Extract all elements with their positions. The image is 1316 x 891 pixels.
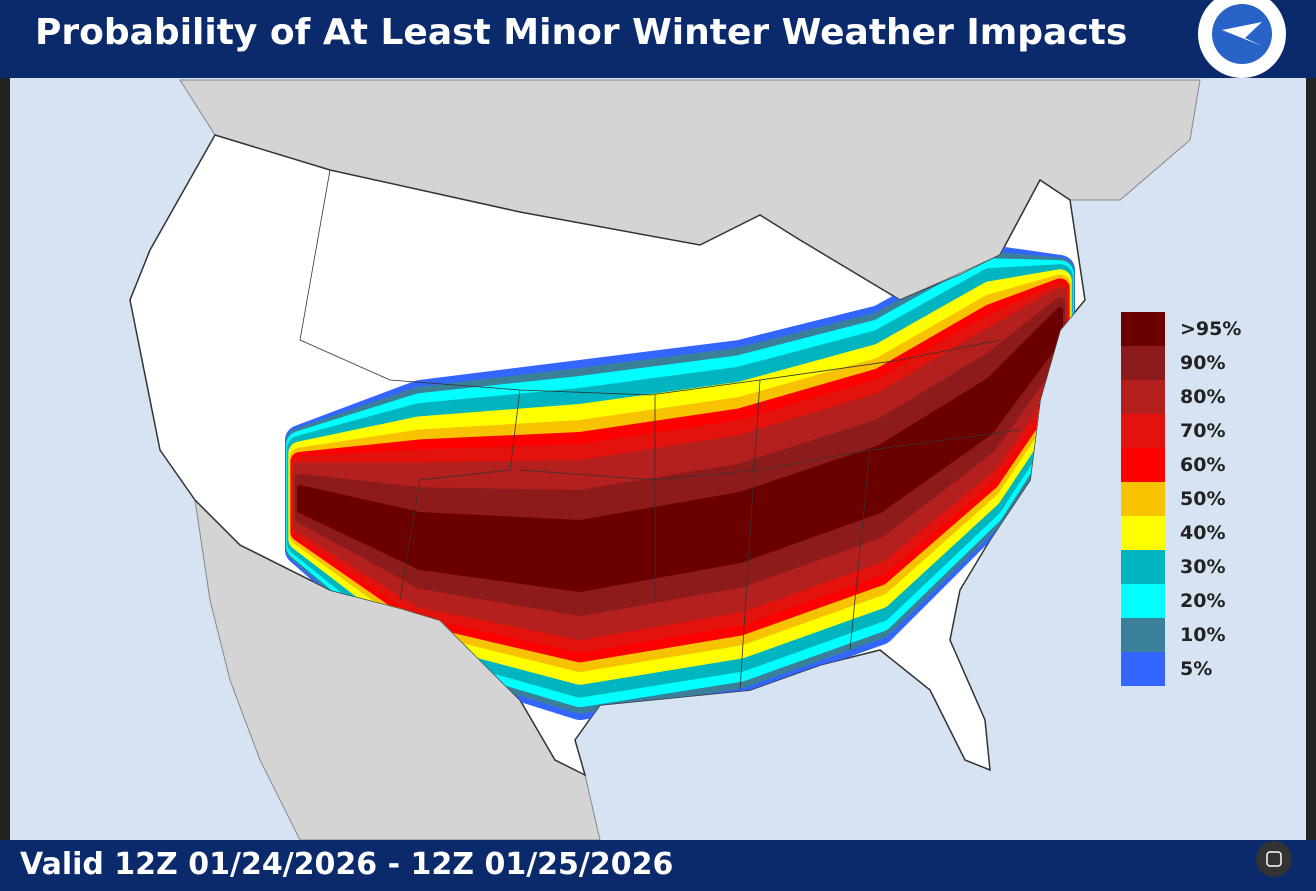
legend-swatch	[1121, 550, 1165, 584]
legend-label: 60%	[1180, 454, 1225, 476]
legend-swatch	[1121, 618, 1165, 652]
legend: >95% 90% 80% 70% 60% 50% 40% 30% 20% 10% 5%	[1121, 312, 1241, 686]
header-bar	[0, 0, 1316, 78]
legend-label: >95%	[1180, 318, 1241, 340]
legend-label: 50%	[1180, 488, 1225, 510]
legend-label: 40%	[1180, 522, 1225, 544]
legend-label: 5%	[1180, 658, 1212, 680]
valid-time: Valid 12Z 01/24/2026 - 12Z 01/25/2026	[20, 847, 673, 882]
legend-swatch	[1121, 380, 1165, 414]
legend-label: 20%	[1180, 590, 1225, 612]
action-button[interactable]	[1256, 841, 1292, 877]
legend-swatch	[1121, 584, 1165, 618]
state-lines	[299, 169, 1021, 691]
legend-label: 30%	[1180, 556, 1225, 578]
legend-swatch	[1121, 346, 1165, 380]
legend-label: 70%	[1180, 420, 1225, 442]
legend-swatch	[1121, 448, 1165, 482]
legend-label: 90%	[1180, 352, 1225, 374]
legend-label: 80%	[1180, 386, 1225, 408]
legend-swatch	[1121, 414, 1165, 448]
legend-swatch	[1121, 652, 1165, 686]
legend-swatch	[1121, 482, 1165, 516]
title: Probability of At Least Minor Winter Wea…	[35, 12, 1127, 53]
legend-swatch	[1121, 516, 1165, 550]
legend-swatch	[1121, 312, 1165, 346]
footer-bar	[0, 840, 1316, 891]
nws-logo	[1198, 0, 1286, 78]
legend-label: 10%	[1180, 624, 1225, 646]
